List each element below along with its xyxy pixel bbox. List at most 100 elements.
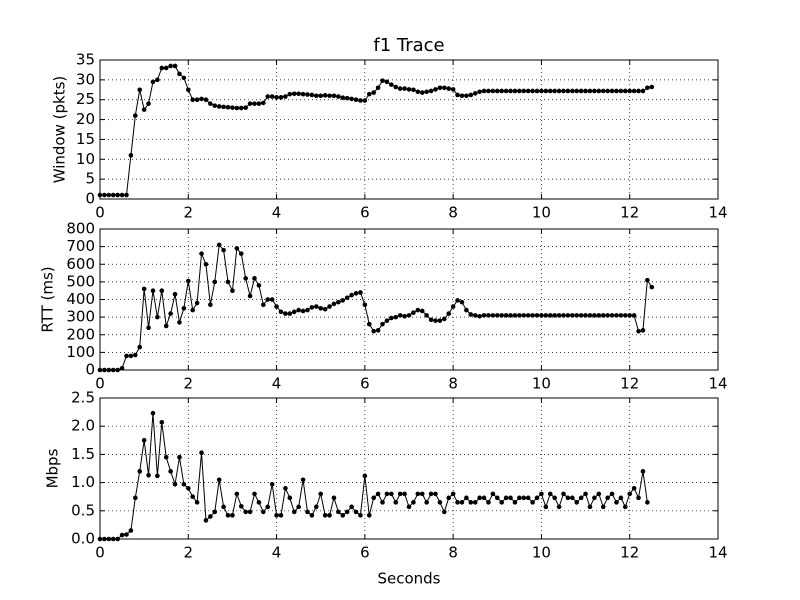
data-point — [552, 313, 557, 318]
data-point — [640, 328, 646, 333]
x-tick-label: 6 — [360, 204, 370, 222]
data-point — [371, 328, 376, 334]
data-point — [543, 504, 549, 510]
data-point — [362, 302, 368, 308]
data-point — [371, 90, 376, 95]
data-point — [252, 276, 257, 281]
data-point — [247, 293, 253, 299]
trace-line — [100, 65, 652, 196]
data-point — [287, 495, 293, 501]
data-point — [464, 307, 469, 313]
data-point — [384, 79, 390, 85]
data-point — [141, 438, 147, 443]
data-point — [119, 532, 125, 538]
data-point — [234, 491, 240, 497]
data-point — [252, 491, 257, 497]
data-point — [314, 304, 319, 309]
data-point — [331, 495, 337, 501]
data-point — [296, 91, 301, 97]
data-point — [336, 509, 341, 515]
data-point — [181, 75, 187, 81]
data-point — [406, 313, 412, 318]
x-tick-label: 6 — [360, 375, 370, 393]
data-point — [605, 313, 610, 318]
data-point — [424, 313, 429, 318]
data-point — [243, 105, 248, 110]
data-point — [415, 89, 421, 95]
data-point — [124, 532, 129, 537]
data-point — [384, 318, 390, 323]
data-point — [322, 306, 328, 312]
data-point — [190, 307, 195, 313]
data-point — [380, 500, 385, 505]
data-point — [230, 105, 235, 110]
data-point — [618, 313, 624, 318]
data-point — [269, 297, 275, 302]
data-point — [450, 491, 456, 497]
data-point — [596, 313, 602, 318]
data-point — [137, 469, 143, 474]
data-point — [503, 313, 509, 318]
data-point — [305, 509, 310, 515]
data-point — [600, 313, 606, 318]
data-point — [477, 495, 482, 501]
data-point — [243, 276, 248, 281]
data-point — [627, 491, 633, 497]
data-point — [146, 325, 151, 331]
data-point — [437, 318, 443, 323]
data-point — [318, 491, 324, 497]
data-point — [133, 113, 138, 118]
y-tick-label: 1.5 — [71, 445, 95, 463]
data-point — [247, 509, 253, 515]
data-point — [455, 500, 460, 505]
data-point — [256, 101, 262, 106]
data-point — [327, 513, 332, 518]
data-point — [490, 313, 496, 318]
data-point — [199, 96, 204, 102]
data-point — [592, 495, 597, 501]
x-tick-label: 14 — [708, 375, 727, 393]
data-point — [283, 311, 288, 316]
y-tick-label: 0 — [85, 190, 95, 208]
data-point — [583, 88, 588, 94]
data-point — [344, 295, 350, 301]
x-tick-label: 4 — [272, 375, 282, 393]
data-point — [366, 513, 372, 518]
data-point — [225, 104, 231, 110]
data-point — [314, 504, 319, 510]
x-tick-label: 10 — [532, 204, 551, 222]
y-tick-label: 0.5 — [71, 501, 95, 519]
data-point — [561, 313, 566, 318]
data-point — [450, 304, 456, 309]
x-tick-label: 12 — [620, 375, 639, 393]
data-point — [645, 85, 650, 91]
data-point — [208, 514, 213, 519]
data-point — [411, 310, 416, 316]
data-point — [274, 95, 279, 100]
data-point — [472, 500, 478, 505]
data-point — [605, 88, 610, 94]
y-tick-label: 800 — [66, 220, 95, 238]
data-point — [389, 491, 394, 497]
data-point — [645, 500, 650, 505]
data-point — [305, 92, 310, 97]
y-tick-label: 35 — [76, 51, 95, 69]
data-point — [291, 309, 297, 315]
data-point — [600, 88, 606, 94]
data-point — [433, 318, 438, 323]
data-point — [340, 513, 346, 518]
data-point — [415, 307, 421, 313]
data-point — [124, 192, 129, 198]
y-tick-label: 15 — [76, 130, 95, 148]
data-point — [128, 528, 134, 533]
data-point — [221, 504, 226, 510]
data-point — [499, 313, 505, 318]
x-tick-label: 14 — [708, 204, 727, 222]
data-point — [119, 192, 125, 198]
y-tick-label: 100 — [66, 343, 95, 361]
data-point — [371, 495, 376, 501]
data-point — [631, 313, 637, 318]
data-point — [300, 91, 306, 97]
data-point — [503, 495, 509, 501]
data-point — [486, 313, 491, 318]
